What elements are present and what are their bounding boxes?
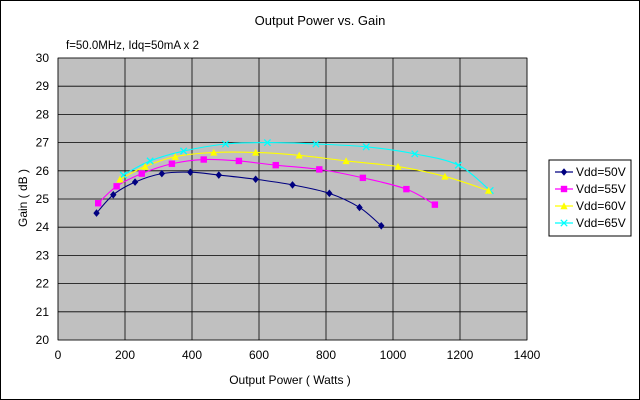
data-point-series-4 [362, 143, 370, 151]
data-point-series-1 [187, 168, 194, 177]
data-point-series-1 [131, 178, 139, 186]
y-tick-label: 30 [36, 51, 50, 65]
y-tick-label: 20 [36, 333, 50, 347]
plot-area: 20 21 22 23 24 25 26 27 28 29 30 0 200 400 600 800 1000 1… [36, 51, 541, 362]
data-point-series-1 [158, 169, 166, 178]
data-point-series-1 [378, 221, 385, 230]
data-point-series-2 [431, 201, 439, 208]
data-point-series-4 [146, 157, 154, 165]
chart-annotation: f=50.0MHz, Idq=50mA x 2 [66, 40, 199, 52]
legend-marker [560, 219, 568, 227]
data-point-series-1 [326, 189, 333, 198]
marker-stroke [263, 138, 272, 147]
data-point-series-2 [95, 200, 102, 207]
y-tick-label: 23 [36, 248, 50, 262]
data-point-series-4 [221, 140, 230, 148]
data-point-series-1 [356, 203, 363, 212]
y-tick-label: 27 [36, 136, 50, 150]
y-tick-label: 22 [36, 277, 50, 291]
data-point-series-2 [316, 166, 323, 173]
x-tick-label: 800 [316, 348, 336, 362]
legend: Vdd=50V Vdd=55V Vdd=60V Vdd=65V [548, 159, 632, 237]
data-point-series-3 [171, 153, 179, 160]
y-axis-label: Gain ( dB ) [16, 169, 30, 227]
data-point-series-3 [116, 175, 124, 183]
data-point-series-3 [342, 157, 350, 165]
y-tick-label: 26 [36, 164, 50, 178]
x-tick-label: 600 [249, 348, 269, 362]
marker-stroke [560, 219, 568, 227]
legend-label: Vdd=60V [576, 199, 626, 213]
data-point-series-2 [138, 170, 145, 177]
marker-stroke [312, 140, 320, 148]
legend-marker [560, 202, 568, 210]
legend-label: Vdd=50V [576, 165, 626, 179]
x-tick-label: 1000 [380, 348, 407, 362]
data-point-series-1 [215, 171, 222, 179]
x-tick-label: 400 [182, 348, 202, 362]
chart-title: Output Power vs. Gain [255, 13, 386, 28]
data-point-series-4 [411, 150, 419, 158]
data-point-series-3 [141, 162, 149, 170]
y-tick-label: 21 [36, 305, 50, 319]
data-point-series-3 [441, 172, 449, 180]
data-point-series-4 [179, 147, 188, 155]
marker-stroke [362, 143, 370, 151]
data-point-series-3 [394, 162, 402, 170]
legend-label: Vdd=65V [576, 216, 626, 230]
data-point-series-2 [168, 160, 176, 167]
data-point-series-3 [210, 148, 218, 156]
x-tick-label: 1400 [514, 348, 541, 362]
y-tick-label: 24 [36, 220, 50, 234]
data-point-series-3 [295, 151, 303, 159]
y-tick-label: 28 [36, 107, 50, 121]
data-point-series-4 [454, 161, 462, 169]
series-line-4 [123, 142, 491, 191]
x-tick-label: 1200 [447, 348, 474, 362]
data-point-series-4 [119, 171, 127, 179]
data-point-series-1 [252, 175, 259, 184]
data-point-series-1 [110, 190, 117, 199]
x-axis-label: Output Power ( Watts ) [229, 373, 351, 387]
legend-marker [560, 168, 568, 176]
legend-label: Vdd=55V [576, 182, 626, 196]
y-tick-label: 25 [36, 192, 50, 206]
data-point-series-3 [484, 186, 493, 194]
data-point-series-4 [263, 138, 272, 147]
x-tick-label: 0 [55, 348, 62, 362]
y-tick-label: 29 [36, 79, 50, 93]
data-point-series-1 [93, 209, 100, 217]
marker-stroke [411, 150, 419, 158]
data-point-series-2 [200, 156, 207, 163]
data-point-series-2 [359, 174, 367, 182]
data-point-series-1 [289, 181, 296, 189]
marker-stroke [221, 140, 230, 148]
data-point-series-2 [113, 183, 120, 190]
marker-stroke [146, 157, 154, 165]
legend-marker [560, 185, 568, 193]
data-point-series-2 [235, 157, 243, 165]
marker-stroke [179, 147, 188, 155]
data-point-series-2 [272, 161, 279, 169]
data-point-series-2 [403, 185, 410, 193]
series-line-3 [119, 151, 489, 192]
marker-stroke [119, 171, 127, 179]
x-tick-label: 200 [115, 348, 135, 362]
data-point-series-4 [312, 140, 320, 148]
marker-stroke [454, 161, 462, 169]
data-point-series-3 [252, 148, 260, 156]
